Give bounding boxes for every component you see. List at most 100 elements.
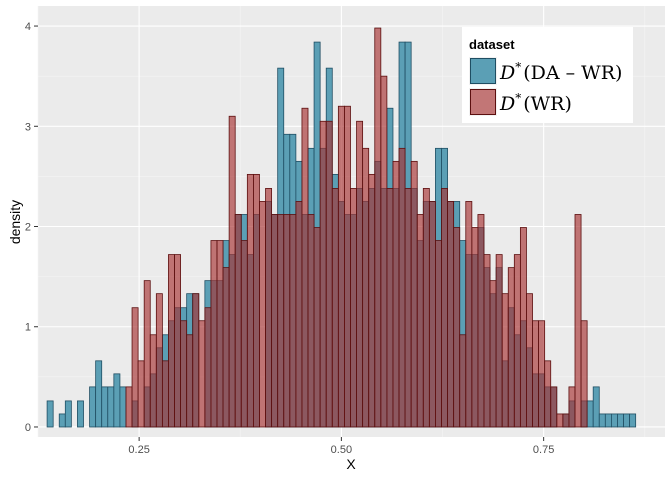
histogram-bar [289, 214, 297, 428]
histogram-bar [192, 293, 200, 428]
histogram-bar [210, 240, 218, 428]
histogram-bar [271, 214, 279, 428]
histogram-bar [64, 400, 72, 428]
histogram-bar [538, 320, 546, 428]
histogram-bar [246, 173, 254, 428]
histogram-bar [89, 386, 97, 428]
histogram-bar [604, 413, 612, 428]
series-layer [46, 27, 637, 428]
histogram-bar [234, 214, 242, 428]
histogram-bar [386, 188, 394, 428]
legend: dataset D* (DA – WR) D* (WR) [462, 27, 633, 123]
histogram-bar [331, 188, 339, 428]
histogram-bar [216, 240, 224, 428]
histogram-bar [586, 400, 594, 428]
y-tick-label: 3 [25, 121, 31, 133]
axis-ticks [34, 25, 545, 441]
histogram-bar [495, 254, 503, 428]
histogram-bar [344, 105, 351, 428]
x-axis-title: X [346, 456, 356, 472]
histogram-bar [435, 240, 442, 428]
histogram-bar [368, 173, 376, 428]
histogram-bar [265, 188, 273, 428]
histogram-bar [416, 214, 424, 428]
histogram-bar [598, 413, 606, 428]
y-tick-label: 0 [25, 422, 31, 434]
x-tick-label: 0.50 [331, 444, 352, 456]
histogram-bar [307, 214, 315, 428]
histogram-bar [501, 293, 509, 428]
histogram-bar [380, 75, 388, 428]
histogram-bar [453, 227, 461, 428]
histogram-bar [58, 413, 66, 428]
histogram-bar [125, 386, 133, 428]
histogram-bar [253, 173, 260, 428]
histogram-bar [629, 413, 637, 428]
histogram-bar [319, 120, 327, 428]
histogram-bar [428, 201, 436, 428]
histogram-bar [168, 254, 175, 428]
y-axis-title: density [7, 200, 23, 244]
histogram-bar [410, 160, 418, 428]
histogram-bar [356, 120, 364, 428]
axis-labels: 0.25 0.50 0.75 0 1 2 3 4 [25, 21, 554, 456]
histogram-bar [283, 214, 291, 428]
histogram-bar [526, 293, 533, 428]
histogram-bar [107, 386, 115, 428]
series-2 [125, 27, 588, 428]
x-tick-label: 0.25 [128, 444, 149, 456]
histogram-bar [240, 240, 248, 428]
histogram-bar [580, 320, 588, 428]
histogram-bar [350, 188, 357, 428]
histogram-bar [259, 201, 266, 428]
histogram-bar [398, 147, 406, 428]
histogram-bar [149, 334, 157, 428]
histogram-bar [295, 201, 303, 428]
histogram-bar [228, 115, 236, 428]
histogram-bar [568, 386, 576, 428]
histogram-bar [489, 280, 497, 428]
histogram-bar [507, 267, 515, 428]
histogram-bar [131, 307, 139, 428]
histogram-bar [550, 386, 558, 428]
histogram-bar [174, 254, 181, 428]
y-tick-label: 2 [25, 222, 31, 234]
legend-key-swatch-1 [470, 58, 496, 84]
histogram-bar [441, 188, 448, 428]
histogram-bar [471, 227, 479, 428]
legend-title: dataset [469, 37, 515, 52]
legend-label-1: D* (DA – WR) [499, 60, 622, 84]
histogram-bar [143, 280, 151, 428]
histogram-bar [137, 360, 145, 428]
histogram-bar [337, 105, 345, 428]
histogram-bar [277, 214, 285, 428]
y-tick-label: 1 [25, 322, 31, 334]
y-tick-label: 4 [25, 21, 31, 33]
histogram-bar [313, 227, 321, 428]
histogram-bar [161, 360, 169, 428]
histogram-bar [392, 160, 400, 428]
histogram-bar [544, 360, 552, 428]
histogram-bar [477, 214, 485, 428]
histogram-bar [562, 413, 570, 428]
histogram-bar [301, 107, 309, 428]
histogram-bar [556, 413, 564, 428]
histogram-bar [101, 386, 109, 428]
histogram-bar [180, 320, 188, 428]
histogram-bar [532, 320, 539, 428]
histogram-bar [325, 120, 333, 428]
histogram-bar [519, 227, 527, 428]
histogram-bar [155, 293, 163, 428]
histogram-bar [222, 267, 230, 428]
histogram-bar [617, 413, 624, 428]
histogram-bar [592, 386, 600, 428]
histogram-bar [198, 320, 206, 428]
histogram-bar [46, 400, 54, 428]
histogram-bar [113, 373, 121, 428]
histogram-bar [374, 27, 382, 428]
histogram-bar [77, 400, 84, 428]
histogram-bar [447, 201, 455, 428]
x-tick-label: 0.75 [533, 444, 554, 456]
histogram-bar [204, 307, 212, 428]
